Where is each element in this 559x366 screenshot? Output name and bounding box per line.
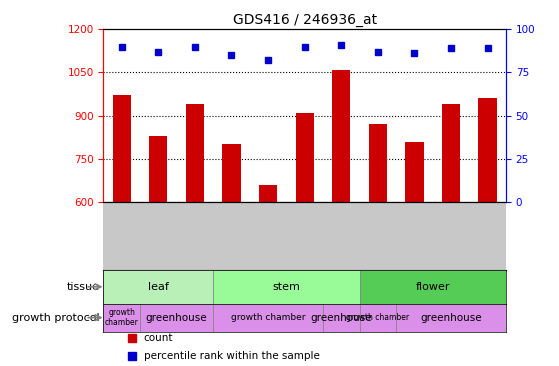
Bar: [149, 136, 168, 202]
Bar: [213, 270, 359, 304]
Bar: [405, 142, 424, 202]
Text: growth chamber: growth chamber: [346, 313, 409, 322]
Text: growth
chamber: growth chamber: [105, 308, 139, 327]
Title: GDS416 / 246936_at: GDS416 / 246936_at: [233, 13, 377, 27]
Text: tissue: tissue: [67, 282, 100, 292]
Bar: [140, 304, 213, 332]
Text: count: count: [144, 333, 173, 343]
Bar: [323, 304, 359, 332]
Bar: [103, 270, 213, 304]
Text: greenhouse: greenhouse: [310, 313, 372, 322]
Bar: [103, 304, 140, 332]
Text: flower: flower: [415, 282, 450, 292]
Bar: [396, 304, 506, 332]
Text: greenhouse: greenhouse: [420, 313, 482, 322]
Text: percentile rank within the sample: percentile rank within the sample: [144, 351, 320, 361]
Bar: [112, 96, 131, 202]
Text: growth chamber: growth chamber: [231, 313, 305, 322]
Text: growth protocol: growth protocol: [12, 313, 100, 322]
Bar: [296, 113, 314, 202]
Bar: [369, 124, 387, 202]
Text: greenhouse: greenhouse: [146, 313, 207, 322]
Bar: [213, 304, 323, 332]
Bar: [186, 104, 204, 202]
Bar: [479, 98, 497, 202]
Bar: [442, 104, 460, 202]
Bar: [359, 304, 396, 332]
Bar: [222, 145, 240, 202]
Text: leaf: leaf: [148, 282, 169, 292]
Text: stem: stem: [272, 282, 300, 292]
Bar: [359, 270, 506, 304]
Bar: [259, 185, 277, 202]
Bar: [332, 70, 350, 202]
